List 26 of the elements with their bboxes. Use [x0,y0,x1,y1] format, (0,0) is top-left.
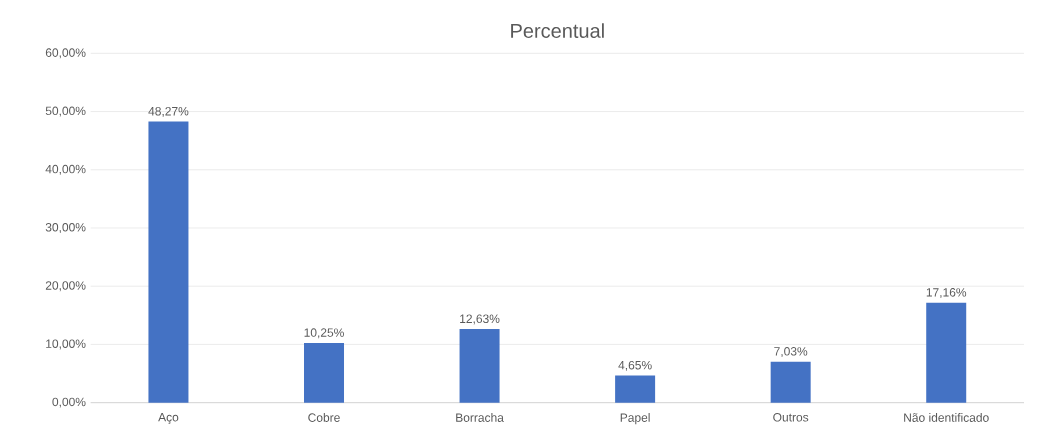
y-tick-label: 0,00% [52,397,86,408]
bar [615,375,656,403]
data-label: 17,16% [926,288,967,299]
y-tick-label: 60,00% [45,48,86,59]
bar [926,302,967,403]
bar [770,361,811,403]
bar [459,329,500,403]
y-tick-label: 30,00% [45,223,86,234]
x-tick-label: Aço [158,413,179,425]
bar [304,343,345,403]
x-tick-label: Papel [620,413,650,425]
data-label: 12,63% [460,314,500,325]
x-tick-label: Cobre [308,413,340,423]
data-label: 4,65% [618,361,652,372]
x-tick-label: Não identificado [904,413,989,423]
data-label: 48,27% [148,107,189,118]
x-tick-label: Outros [773,413,809,422]
y-tick-label: 20,00% [45,281,86,292]
y-tick-label: 10,00% [46,339,86,350]
chart-title: Percentual [511,23,604,39]
data-label: 10,25% [304,328,344,339]
y-tick-label: 50,00% [45,106,86,117]
y-tick-label: 40,00% [45,164,86,175]
bar [148,121,189,403]
data-label: 7,03% [774,347,808,358]
x-tick-label: Borracha [456,413,504,423]
